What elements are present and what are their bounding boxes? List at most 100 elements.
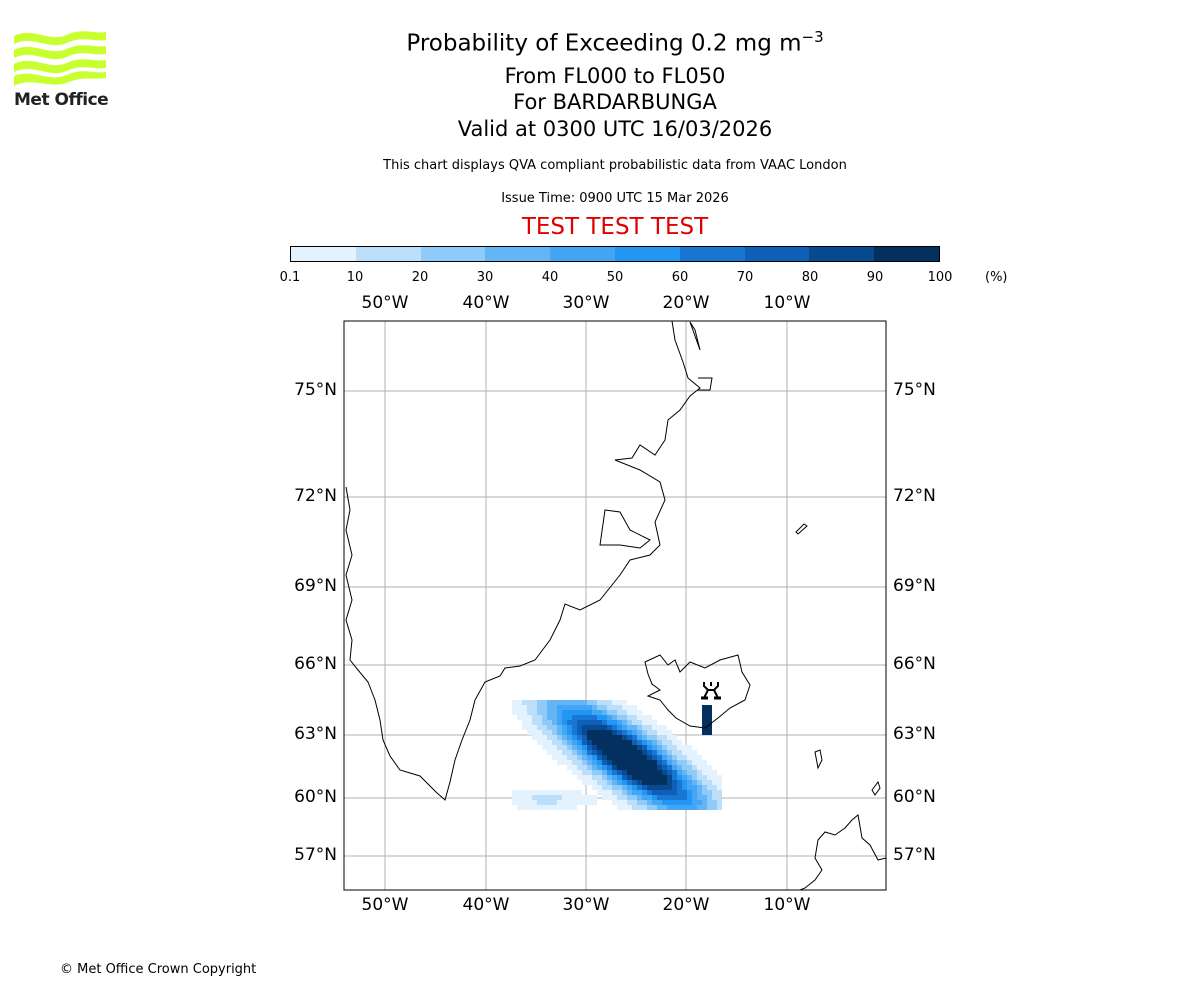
- plume-cell: [662, 725, 667, 730]
- plume-cell: [537, 715, 542, 720]
- plume-cell: [512, 795, 517, 800]
- plume-cell: [622, 755, 627, 760]
- plume-cell: [607, 765, 612, 770]
- plume-cell: [612, 780, 617, 785]
- plume-cell: [552, 790, 557, 795]
- plume-cell: [657, 745, 662, 750]
- plume-cell: [517, 790, 522, 795]
- plume-cell: [617, 790, 622, 795]
- plume-cell: [632, 745, 637, 750]
- plume-cell: [582, 760, 587, 765]
- plume-cell: [592, 775, 597, 780]
- plume-cell: [547, 740, 552, 745]
- plume-cell: [647, 805, 652, 810]
- plume-cell: [702, 785, 707, 790]
- plume-cell: [707, 795, 712, 800]
- plume-cell: [572, 715, 577, 720]
- plume-cell: [662, 805, 667, 810]
- colorbar-tick-label: 70: [736, 270, 754, 285]
- met-office-waves-icon: [14, 31, 106, 86]
- plume-cell: [517, 715, 522, 720]
- plume-cell: [562, 755, 567, 760]
- plume-cell: [682, 770, 687, 775]
- plume-cell: [647, 755, 652, 760]
- plume-cell: [687, 760, 692, 765]
- plume-cell: [597, 715, 602, 720]
- plume-cell: [597, 730, 602, 735]
- plume-cell: [622, 735, 627, 740]
- plume-cell: [572, 745, 577, 750]
- plume-cell: [627, 755, 632, 760]
- plume-cell: [562, 720, 567, 725]
- plume-cell: [627, 750, 632, 755]
- axis-tick-label: 40°W: [462, 293, 510, 313]
- plume-cell: [552, 755, 557, 760]
- plume-cell: [597, 705, 602, 710]
- plume-cell: [652, 735, 657, 740]
- plume-cell: [602, 715, 607, 720]
- plume-cell: [667, 785, 672, 790]
- colorbar-tick-label: 10: [346, 270, 364, 285]
- plume-cell: [632, 770, 637, 775]
- plume-cell: [612, 730, 617, 735]
- plume-cell: [597, 765, 602, 770]
- plume-cell: [572, 790, 577, 795]
- plume-cell: [547, 805, 552, 810]
- plume-cell: [692, 765, 697, 770]
- plume-cell: [617, 770, 622, 775]
- plume-cell: [572, 755, 577, 760]
- plume-cell: [612, 715, 617, 720]
- plume-cell: [682, 805, 687, 810]
- plume-cell: [602, 785, 607, 790]
- axis-tick-label: 66°N: [294, 654, 337, 674]
- axis-tick-label: 20°W: [662, 895, 710, 915]
- plume-cell: [602, 700, 607, 705]
- plume-cell: [647, 760, 652, 765]
- plume-cell: [607, 755, 612, 760]
- plume-cell: [512, 710, 517, 715]
- plume-cell: [567, 700, 572, 705]
- plume-cell: [592, 700, 597, 705]
- plume-cell: [587, 755, 592, 760]
- plume-cell: [637, 775, 642, 780]
- plume-cell: [622, 725, 627, 730]
- plume-cell: [622, 770, 627, 775]
- plume-cell: [607, 760, 612, 765]
- plume-cell: [602, 795, 607, 800]
- plume-cell: [547, 700, 552, 705]
- plume-cell: [657, 790, 662, 795]
- plume-cell: [627, 775, 632, 780]
- plume-cell: [592, 705, 597, 710]
- plume-cell: [532, 790, 537, 795]
- plume-cell: [637, 795, 642, 800]
- plume-cell: [617, 775, 622, 780]
- plume-cell: [597, 750, 602, 755]
- plume-cell: [592, 735, 597, 740]
- plume-cell: [702, 805, 707, 810]
- plume-cell: [652, 720, 657, 725]
- plume-cell: [602, 710, 607, 715]
- plume-cell: [562, 730, 567, 735]
- plume-cell: [597, 780, 602, 785]
- plume-cell: [687, 790, 692, 795]
- plume-cell: [632, 780, 637, 785]
- plume-cell: [532, 735, 537, 740]
- valid-time: Valid at 0300 UTC 16/03/2026: [457, 117, 773, 141]
- plume-cell: [682, 745, 687, 750]
- plume-cell: [717, 775, 722, 780]
- plume-cell: [657, 770, 662, 775]
- plume-cell: [522, 790, 527, 795]
- plume-cell: [687, 770, 692, 775]
- plume-cell: [537, 790, 542, 795]
- plume-cell: [667, 790, 672, 795]
- plume-cell: [712, 805, 717, 810]
- plume-cell: [587, 765, 592, 770]
- plume-cell: [582, 755, 587, 760]
- colorbar-segment: [744, 247, 810, 261]
- plume-cell: [637, 725, 642, 730]
- colorbar-segment: [679, 247, 745, 261]
- plume-cell: [702, 800, 707, 805]
- plume-cell: [622, 730, 627, 735]
- plume-cell: [697, 800, 702, 805]
- plume-cell: [647, 740, 652, 745]
